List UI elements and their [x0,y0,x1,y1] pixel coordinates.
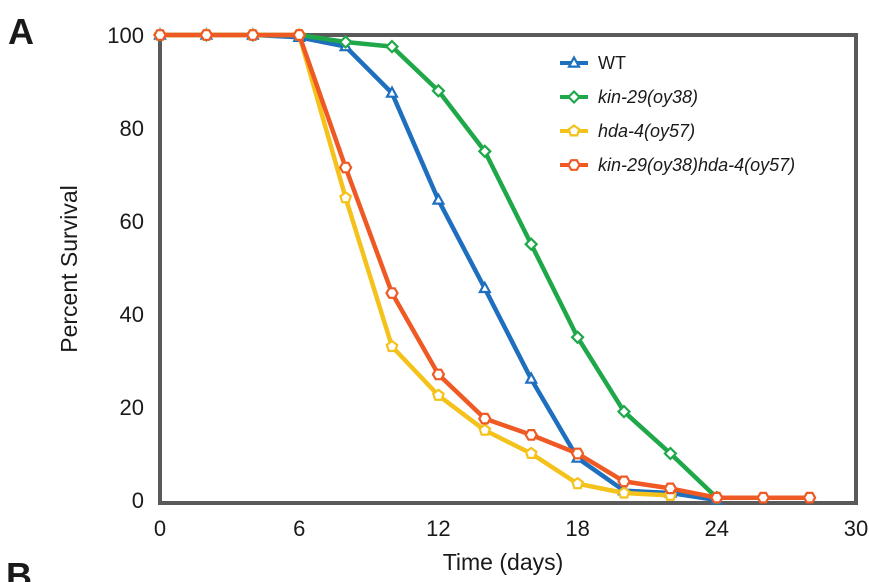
y-tick-label: 60 [120,209,144,234]
data-point [524,429,538,441]
y-tick-label: 100 [107,23,144,48]
data-point [802,491,817,504]
panel-label-a: A [8,11,34,52]
legend-item: kin-29(oy38)hda-4(oy57) [560,155,795,175]
series-layer [152,27,817,505]
legend-label: WT [598,53,626,73]
y-axis: 0 20 40 60 80 100 [107,23,144,513]
legend-item: kin-29(oy38) [560,87,698,107]
data-point [431,192,446,205]
data-point [617,475,631,488]
x-axis: 0 6 12 18 24 30 [154,516,868,541]
data-point [478,280,492,294]
data-point [385,85,399,98]
data-point [153,29,167,41]
data-point [385,339,399,353]
data-point [524,446,538,459]
data-point [478,412,492,425]
data-point [199,29,214,41]
data-point [431,388,445,401]
legend-swatch-marker [567,124,581,137]
x-tick-label: 0 [154,516,166,541]
plot-frame [158,33,858,505]
data-point [477,144,492,159]
x-tick-label: 12 [426,516,450,541]
data-point [756,491,770,504]
data-point [524,237,539,252]
legend-item: hda-4(oy57) [560,121,695,141]
legend-label: kin-29(oy38) [598,87,698,107]
data-point [617,486,631,499]
x-tick-label: 30 [844,516,868,541]
data-point [384,39,400,54]
series-line [157,32,673,498]
data-point [338,161,353,174]
legend-swatch-marker [567,55,581,68]
data-point [571,476,585,490]
y-tick-label: 80 [120,116,144,141]
data-point [478,423,492,436]
legend-swatch-marker [566,89,582,105]
panel-label-b: B [6,555,32,582]
x-tick-label: 24 [705,516,729,541]
legend-swatch-marker [567,159,581,171]
series-4 [153,29,817,504]
data-point [570,330,585,345]
data-point [710,491,724,504]
data-point [524,371,539,384]
data-point [570,447,585,460]
y-axis-title: Percent Survival [56,185,82,352]
x-tick-label: 18 [565,516,589,541]
data-point [338,34,353,50]
data-point [663,482,678,495]
data-point [663,446,678,461]
data-point [431,83,446,98]
data-point [616,404,632,419]
data-point [339,190,353,204]
y-tick-label: 20 [120,395,144,420]
legend-label: kin-29(oy38)hda-4(oy57) [598,155,795,175]
x-axis-title: Time (days) [443,549,564,575]
data-point [246,29,260,41]
data-point [385,287,399,299]
y-tick-label: 0 [132,488,144,513]
legend-item: WT [560,53,626,73]
legend: WTkin-29(oy38)hda-4(oy57)kin-29(oy38)hda… [560,53,795,175]
legend-label: hda-4(oy57) [598,121,695,141]
data-point [292,29,306,41]
y-tick-label: 40 [120,302,144,327]
x-tick-label: 6 [293,516,305,541]
data-point [431,368,446,381]
